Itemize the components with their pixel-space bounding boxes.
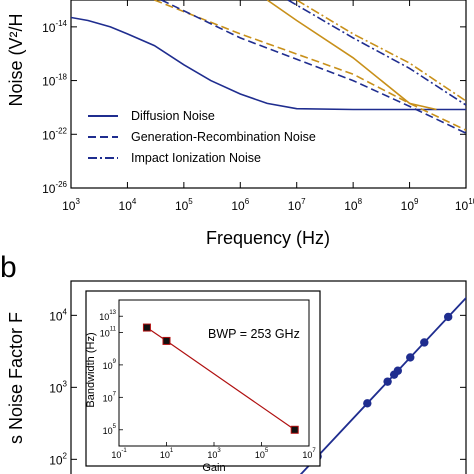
inset-series	[142, 323, 299, 434]
panel-a-chart: 103 104 105 106 107 108 109 1010 10-14 10-18 10-2…	[6, 0, 474, 248]
inset-y-tick-labels: 105 107 109 1011 1013	[99, 310, 116, 436]
b-data-point	[420, 338, 429, 347]
inset-y-tick-label: 107	[103, 391, 117, 403]
panel-b-ticks	[71, 314, 466, 460]
inset-x-tick-label: 105	[255, 448, 269, 460]
inset-data-point	[142, 323, 151, 332]
panel-b-chart: 102 103 104 s Noise Factor F 10-1 101 103 105…	[6, 280, 467, 474]
b-y-tick-label: 104	[49, 307, 67, 323]
y-tick-label: 10-18	[42, 73, 67, 89]
b-data-point	[393, 366, 403, 375]
series-line-3	[154, 0, 466, 131]
legend-gr-label: Generation-Recombination Noise	[131, 130, 316, 144]
b-data-point	[406, 353, 415, 362]
x-tick-label: 106	[231, 197, 249, 213]
panel-a-y-tick-labels: 10-14 10-18 10-22 10-26	[42, 19, 67, 196]
series-line-6	[287, 0, 466, 106]
b-y-tick-label: 102	[49, 451, 67, 467]
panel-b-inset: 10-1 101 103 105 107 105 107 109 1011 1013 BWP =…	[85, 290, 321, 474]
inset-y-tick-label: 109	[103, 359, 117, 371]
x-tick-label: 108	[344, 197, 362, 213]
series-line-2	[266, 0, 437, 111]
inset-ticks	[118, 315, 310, 446]
inset-background	[85, 290, 321, 467]
inset-x-axis-title: Gain	[202, 462, 225, 474]
inset-x-tick-label: 10-1	[111, 448, 127, 460]
inset-x-tick-label: 103	[207, 448, 221, 460]
inset-x-tick-labels: 10-1 101 103 105 107	[111, 448, 316, 460]
series-line-4	[161, 0, 466, 134]
series-line-1	[71, 16, 466, 111]
x-tick-label: 105	[175, 197, 193, 213]
panel-a-y-axis-title: Noise (V²/H	[6, 13, 26, 106]
x-tick-label: 104	[119, 197, 137, 213]
inset-y-tick-label: 105	[103, 424, 117, 436]
inset-x-tick-label: 101	[160, 448, 174, 460]
inset-y-tick-label: 1013	[99, 310, 116, 322]
b-y-tick-label: 103	[49, 379, 67, 395]
panel-b-plot-frame	[70, 280, 467, 474]
panel-a-ticks	[70, 0, 467, 189]
inset-data-point	[162, 336, 171, 345]
legend-impact-label: Impact Ionization Noise	[131, 151, 261, 165]
inset-y-axis-title: Bandwidth (Hz)	[85, 332, 97, 407]
inset-x-tick-label: 107	[302, 448, 316, 460]
inset-annotation: BWP = 253 GHz	[208, 327, 300, 341]
panel-b-y-tick-labels: 102 103 104	[49, 307, 67, 467]
panel-b-letter: b	[0, 251, 17, 284]
x-tick-label: 109	[401, 197, 419, 213]
panel-b-y-axis-title: s Noise Factor F	[6, 312, 26, 444]
legend-diffusion-label: Diffusion Noise	[131, 109, 215, 123]
panel-a-series	[71, 0, 466, 134]
y-tick-label: 10-14	[42, 19, 67, 35]
y-tick-label: 10-22	[42, 126, 67, 142]
x-tick-label: 103	[62, 197, 80, 213]
panel-a-x-axis-title: Frequency (Hz)	[206, 228, 330, 248]
panel-a-legend: Diffusion Noise Generation-Recombination…	[88, 109, 316, 165]
x-tick-label: 107	[288, 197, 306, 213]
b-data-point	[383, 377, 392, 386]
series-line-5	[296, 0, 466, 102]
panel-a-plot-frame	[70, 0, 467, 189]
b-data-point	[363, 399, 372, 408]
inset-data-point	[290, 425, 299, 434]
y-tick-label: 10-26	[42, 180, 67, 196]
x-tick-label: 1010	[455, 197, 474, 213]
inset-y-tick-label: 1011	[100, 326, 117, 338]
panel-a-x-tick-labels: 103 104 105 106 107 108 109 1010	[62, 197, 474, 213]
b-data-point	[443, 312, 453, 322]
